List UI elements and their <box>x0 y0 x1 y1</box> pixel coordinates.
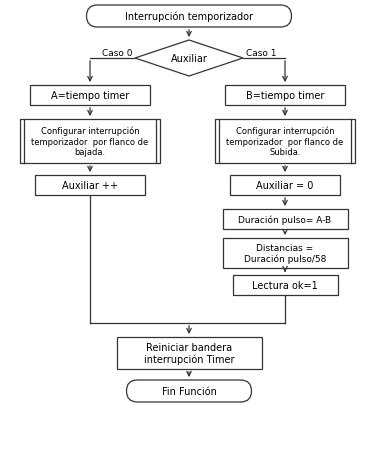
Bar <box>30 86 150 106</box>
Bar <box>116 337 262 369</box>
Text: Auxiliar: Auxiliar <box>171 54 207 64</box>
Text: Configurar interrupción
temporizador  por flanco de
Subida.: Configurar interrupción temporizador por… <box>226 126 344 157</box>
Text: Auxiliar = 0: Auxiliar = 0 <box>256 181 314 191</box>
Bar <box>222 238 348 269</box>
Text: Caso 1: Caso 1 <box>246 50 277 58</box>
Bar <box>230 175 340 195</box>
Bar <box>35 175 145 195</box>
Text: Fin Función: Fin Función <box>161 386 216 396</box>
Bar <box>20 120 160 163</box>
Polygon shape <box>135 41 243 77</box>
Text: Interrupción temporizador: Interrupción temporizador <box>125 12 253 22</box>
Text: Auxiliar ++: Auxiliar ++ <box>62 181 118 191</box>
Text: Duración pulso= A-B: Duración pulso= A-B <box>238 215 332 224</box>
Text: Caso 0: Caso 0 <box>102 50 132 58</box>
Bar <box>232 275 338 295</box>
Text: A=tiempo timer: A=tiempo timer <box>51 91 129 101</box>
Text: Configurar interrupción
temporizador  por flanco de
bajada.: Configurar interrupción temporizador por… <box>31 126 149 157</box>
Bar <box>222 210 348 230</box>
Text: B=tiempo timer: B=tiempo timer <box>246 91 324 101</box>
Bar <box>225 86 345 106</box>
Text: Distancias =
Duración pulso/58: Distancias = Duración pulso/58 <box>244 244 326 263</box>
Text: Lectura ok=1: Lectura ok=1 <box>252 281 318 290</box>
Text: Reiniciar bandera
interrupción Timer: Reiniciar bandera interrupción Timer <box>144 342 234 364</box>
FancyBboxPatch shape <box>86 6 291 28</box>
Bar <box>215 120 355 163</box>
FancyBboxPatch shape <box>127 380 252 402</box>
